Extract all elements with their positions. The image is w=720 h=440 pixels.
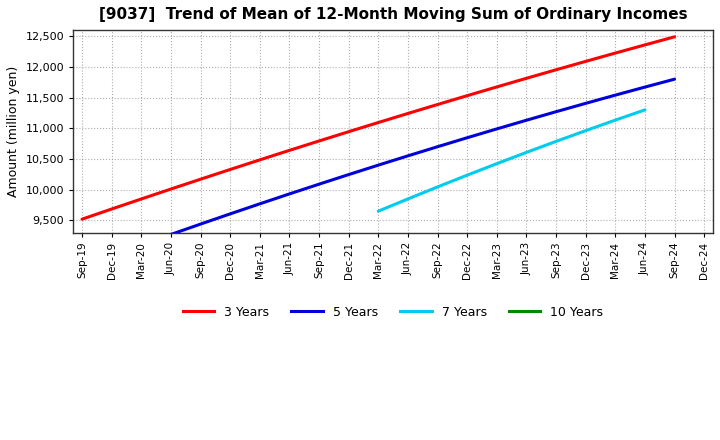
Title: [9037]  Trend of Mean of 12-Month Moving Sum of Ordinary Incomes: [9037] Trend of Mean of 12-Month Moving … <box>99 7 688 22</box>
Y-axis label: Amount (million yen): Amount (million yen) <box>7 66 20 197</box>
Legend: 3 Years, 5 Years, 7 Years, 10 Years: 3 Years, 5 Years, 7 Years, 10 Years <box>178 301 608 324</box>
